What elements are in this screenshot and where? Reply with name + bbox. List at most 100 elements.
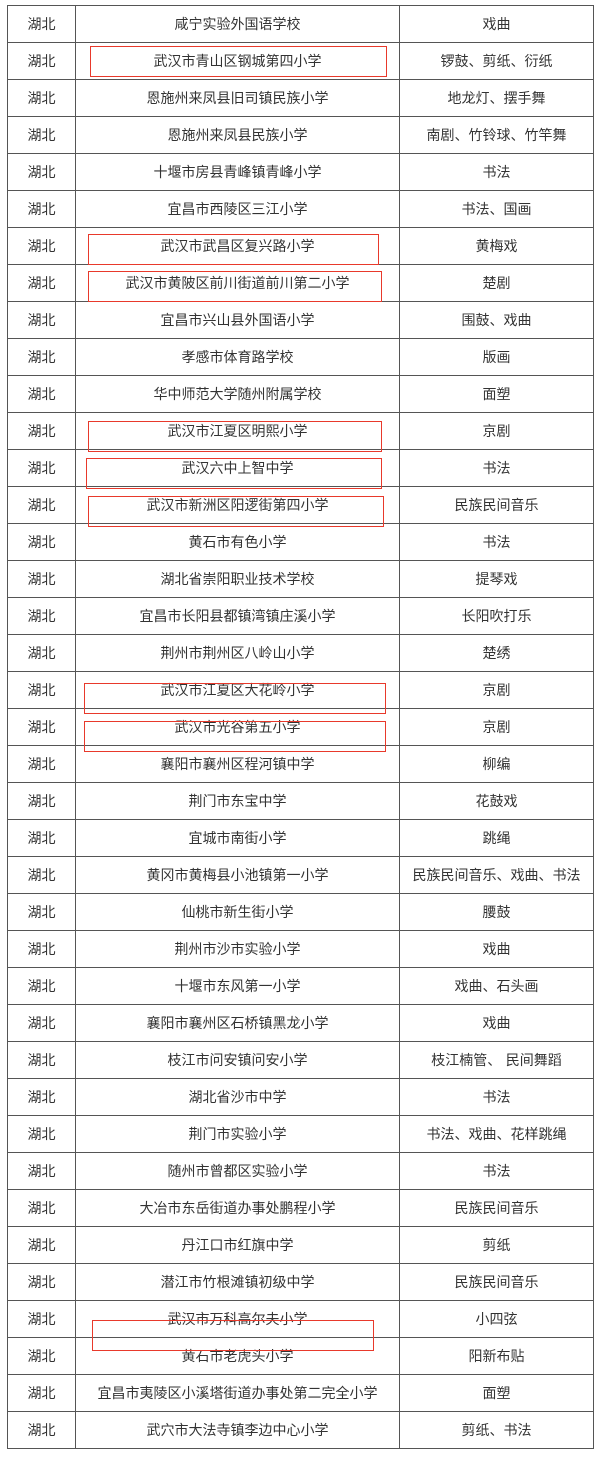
table-row: 湖北 仙桃市新生街小学 腰鼓 bbox=[7, 893, 594, 931]
province-cell: 湖北 bbox=[7, 412, 76, 450]
table-row: 湖北 恩施州来凤县民族小学 南剧、竹铃球、竹竿舞 bbox=[7, 116, 594, 154]
table-row: 湖北 随州市曾都区实验小学 书法 bbox=[7, 1152, 594, 1190]
school-cell: 丹江口市红旗中学 bbox=[75, 1226, 400, 1264]
school-cell: 武汉市江夏区明熙小学 bbox=[75, 412, 400, 450]
school-cell: 湖北省崇阳职业技术学校 bbox=[75, 560, 400, 598]
program-cell: 面塑 bbox=[399, 1374, 594, 1412]
program-cell: 剪纸、书法 bbox=[399, 1411, 594, 1449]
table-row: 湖北 恩施州来凤县旧司镇民族小学 地龙灯、摆手舞 bbox=[7, 79, 594, 117]
program-cell: 黄梅戏 bbox=[399, 227, 594, 265]
program-cell: 锣鼓、剪纸、衍纸 bbox=[399, 42, 594, 80]
province-cell: 湖北 bbox=[7, 1078, 76, 1116]
table-row: 湖北 武穴市大法寺镇李边中心小学 剪纸、书法 bbox=[7, 1411, 594, 1449]
program-cell: 版画 bbox=[399, 338, 594, 376]
province-cell: 湖北 bbox=[7, 338, 76, 376]
province-cell: 湖北 bbox=[7, 1374, 76, 1412]
province-cell: 湖北 bbox=[7, 301, 76, 339]
province-cell: 湖北 bbox=[7, 1189, 76, 1227]
province-cell: 湖北 bbox=[7, 597, 76, 635]
school-cell: 荆门市实验小学 bbox=[75, 1115, 400, 1153]
program-cell: 花鼓戏 bbox=[399, 782, 594, 820]
table-row: 湖北 武汉市江夏区明熙小学 京剧 bbox=[7, 412, 594, 450]
table-row: 湖北 武汉市新洲区阳逻街第四小学 民族民间音乐 bbox=[7, 486, 594, 524]
province-cell: 湖北 bbox=[7, 153, 76, 191]
school-cell: 武汉市光谷第五小学 bbox=[75, 708, 400, 746]
table-row: 湖北 湖北省沙市中学 书法 bbox=[7, 1078, 594, 1116]
table-row: 湖北 宜昌市长阳县都镇湾镇庄溪小学 长阳吹打乐 bbox=[7, 597, 594, 635]
school-cell: 武汉市新洲区阳逻街第四小学 bbox=[75, 486, 400, 524]
school-cell: 咸宁实验外国语学校 bbox=[75, 5, 400, 43]
province-cell: 湖北 bbox=[7, 1226, 76, 1264]
province-cell: 湖北 bbox=[7, 227, 76, 265]
school-cell: 武汉市黄陂区前川街道前川第二小学 bbox=[75, 264, 400, 302]
table-row: 湖北 荆州市沙市实验小学 戏曲 bbox=[7, 930, 594, 968]
program-cell: 戏曲 bbox=[399, 1004, 594, 1042]
table-row: 湖北 武汉市光谷第五小学 京剧 bbox=[7, 708, 594, 746]
table-row: 湖北 潜江市竹根滩镇初级中学 民族民间音乐 bbox=[7, 1263, 594, 1301]
province-cell: 湖北 bbox=[7, 1004, 76, 1042]
school-cell: 宜昌市兴山县外国语小学 bbox=[75, 301, 400, 339]
school-cell: 荆门市东宝中学 bbox=[75, 782, 400, 820]
province-cell: 湖北 bbox=[7, 708, 76, 746]
school-cell: 宜昌市夷陵区小溪塔街道办事处第二完全小学 bbox=[75, 1374, 400, 1412]
province-cell: 湖北 bbox=[7, 819, 76, 857]
province-cell: 湖北 bbox=[7, 5, 76, 43]
school-cell: 武汉市万科高尔夫小学 bbox=[75, 1300, 400, 1338]
program-cell: 剪纸 bbox=[399, 1226, 594, 1264]
table-row: 湖北 华中师范大学随州附属学校 面塑 bbox=[7, 375, 594, 413]
table-row: 湖北 咸宁实验外国语学校 戏曲 bbox=[7, 5, 594, 43]
program-cell: 民族民间音乐 bbox=[399, 486, 594, 524]
province-cell: 湖北 bbox=[7, 79, 76, 117]
table-row: 湖北 丹江口市红旗中学 剪纸 bbox=[7, 1226, 594, 1264]
table-row: 湖北 十堰市东风第一小学 戏曲、石头画 bbox=[7, 967, 594, 1005]
program-cell: 书法 bbox=[399, 523, 594, 561]
province-cell: 湖北 bbox=[7, 449, 76, 487]
school-cell: 湖北省沙市中学 bbox=[75, 1078, 400, 1116]
province-cell: 湖北 bbox=[7, 1115, 76, 1153]
program-cell: 京剧 bbox=[399, 412, 594, 450]
province-cell: 湖北 bbox=[7, 856, 76, 894]
school-cell: 黄石市有色小学 bbox=[75, 523, 400, 561]
province-cell: 湖北 bbox=[7, 745, 76, 783]
province-cell: 湖北 bbox=[7, 930, 76, 968]
table-row: 湖北 宜昌市西陵区三江小学 书法、国画 bbox=[7, 190, 594, 228]
table-row: 湖北 荆门市东宝中学 花鼓戏 bbox=[7, 782, 594, 820]
province-cell: 湖北 bbox=[7, 634, 76, 672]
table-row: 湖北 武汉市青山区钢城第四小学 锣鼓、剪纸、衍纸 bbox=[7, 42, 594, 80]
program-cell: 小四弦 bbox=[399, 1300, 594, 1338]
table-row: 湖北 襄阳市襄州区石桥镇黑龙小学 戏曲 bbox=[7, 1004, 594, 1042]
table-row: 湖北 黄石市老虎头小学 阳新布贴 bbox=[7, 1337, 594, 1375]
school-cell: 武汉六中上智中学 bbox=[75, 449, 400, 487]
school-cell: 恩施州来凤县民族小学 bbox=[75, 116, 400, 154]
table-row: 湖北 宜昌市夷陵区小溪塔街道办事处第二完全小学 面塑 bbox=[7, 1374, 594, 1412]
table-row: 湖北 宜城市南街小学 跳绳 bbox=[7, 819, 594, 857]
province-cell: 湖北 bbox=[7, 42, 76, 80]
province-cell: 湖北 bbox=[7, 1263, 76, 1301]
table-row: 湖北 武汉市武昌区复兴路小学 黄梅戏 bbox=[7, 227, 594, 265]
province-cell: 湖北 bbox=[7, 560, 76, 598]
program-cell: 腰鼓 bbox=[399, 893, 594, 931]
school-cell: 武穴市大法寺镇李边中心小学 bbox=[75, 1411, 400, 1449]
table-row: 湖北 黄石市有色小学 书法 bbox=[7, 523, 594, 561]
program-cell: 书法 bbox=[399, 1078, 594, 1116]
table-row: 湖北 枝江市问安镇问安小学 枝江楠管、 民间舞蹈 bbox=[7, 1041, 594, 1079]
table-row: 湖北 荆门市实验小学 书法、戏曲、花样跳绳 bbox=[7, 1115, 594, 1153]
table-row: 湖北 武汉市江夏区大花岭小学 京剧 bbox=[7, 671, 594, 709]
program-cell: 书法 bbox=[399, 153, 594, 191]
table-row: 湖北 武汉六中上智中学 书法 bbox=[7, 449, 594, 487]
school-cell: 随州市曾都区实验小学 bbox=[75, 1152, 400, 1190]
program-cell: 围鼓、戏曲 bbox=[399, 301, 594, 339]
table-row: 湖北 武汉市万科高尔夫小学 小四弦 bbox=[7, 1300, 594, 1338]
table-row: 湖北 武汉市黄陂区前川街道前川第二小学 楚剧 bbox=[7, 264, 594, 302]
school-cell: 十堰市房县青峰镇青峰小学 bbox=[75, 153, 400, 191]
program-cell: 地龙灯、摆手舞 bbox=[399, 79, 594, 117]
school-cell: 大冶市东岳街道办事处鹏程小学 bbox=[75, 1189, 400, 1227]
school-cell: 宜昌市西陵区三江小学 bbox=[75, 190, 400, 228]
province-cell: 湖北 bbox=[7, 523, 76, 561]
program-cell: 书法、戏曲、花样跳绳 bbox=[399, 1115, 594, 1153]
school-table: 湖北 咸宁实验外国语学校 戏曲 湖北 武汉市青山区钢城第四小学 锣鼓、剪纸、衍纸 湖北 恩施州… bbox=[7, 5, 594, 1449]
school-cell: 孝感市体育路学校 bbox=[75, 338, 400, 376]
province-cell: 湖北 bbox=[7, 264, 76, 302]
school-cell: 武汉市武昌区复兴路小学 bbox=[75, 227, 400, 265]
province-cell: 湖北 bbox=[7, 375, 76, 413]
